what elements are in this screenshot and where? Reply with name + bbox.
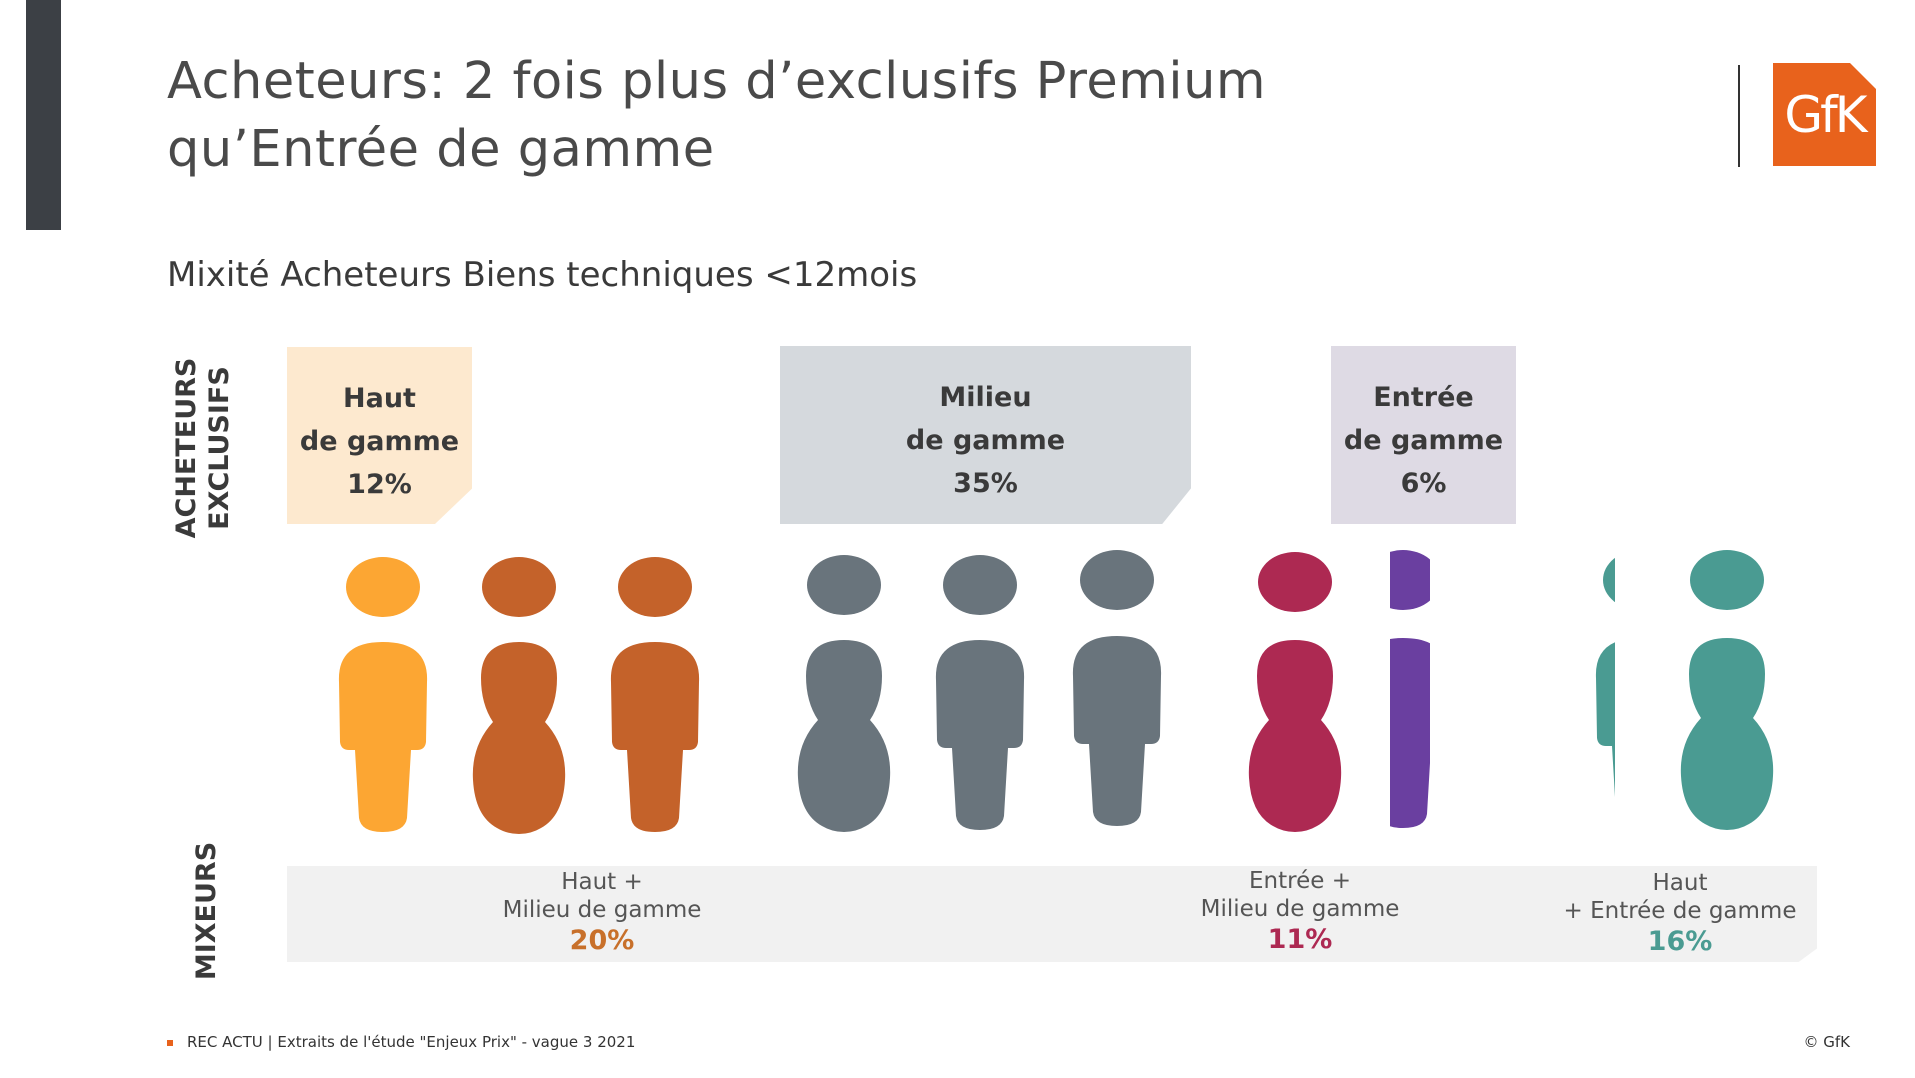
tag-value: 35% bbox=[953, 468, 1018, 499]
tag-label-line-2: de gamme bbox=[905, 425, 1066, 456]
person-body bbox=[797, 640, 891, 832]
tag-label-line-1: Entrée bbox=[1373, 382, 1474, 413]
tag-label-line-2: de gamme bbox=[299, 426, 460, 457]
person-head bbox=[1390, 550, 1430, 610]
person-body bbox=[935, 640, 1025, 830]
person-head bbox=[1603, 557, 1615, 603]
mixer-entree-milieu: Entrée + Milieu de gamme 11% bbox=[1160, 867, 1440, 957]
person-icon bbox=[935, 555, 1025, 830]
tag-label-line-1: Haut bbox=[343, 383, 416, 414]
person-icon bbox=[1390, 550, 1430, 828]
person-icon bbox=[472, 557, 566, 834]
mixer-haut-milieu: Haut + Milieu de gamme 20% bbox=[462, 868, 742, 958]
tag-value: 12% bbox=[347, 469, 412, 500]
person-head bbox=[618, 557, 692, 617]
person-icon bbox=[1072, 550, 1162, 826]
mixer-label-line-2: + Entrée de gamme bbox=[1563, 898, 1797, 924]
logo-text: GfK bbox=[1784, 86, 1867, 144]
person-head bbox=[482, 557, 556, 617]
tag-label-line-1: Milieu bbox=[939, 382, 1032, 413]
person-icon bbox=[1680, 550, 1774, 830]
mixer-value: 16% bbox=[1647, 926, 1713, 957]
person-icon bbox=[1595, 557, 1615, 797]
exclusive-tag-haut: Haut de gamme 12% bbox=[287, 347, 472, 524]
mixer-label-line-1: Entrée + bbox=[1249, 868, 1351, 894]
person-body bbox=[1390, 638, 1430, 828]
person-head bbox=[943, 555, 1017, 615]
person-head bbox=[1690, 550, 1764, 610]
exclusive-tag-entree: Entrée de gamme 6% bbox=[1331, 346, 1516, 524]
person-head bbox=[1080, 550, 1154, 610]
person-head bbox=[346, 557, 420, 617]
footer-text: REC ACTU | Extraits de l'étude "Enjeux P… bbox=[187, 1033, 636, 1051]
exclusive-tag-milieu: Milieu de gamme 35% bbox=[780, 346, 1191, 524]
logo-notch bbox=[1850, 63, 1876, 89]
accent-bar bbox=[26, 0, 61, 230]
mixer-label-line-2: Milieu de gamme bbox=[502, 897, 702, 923]
slide-title-line-1: Acheteurs: 2 fois plus d’exclusifs Premi… bbox=[167, 52, 1267, 111]
footer-bullet bbox=[167, 1039, 173, 1046]
person-body bbox=[472, 642, 566, 834]
person-body bbox=[338, 642, 428, 832]
mixer-haut-entree: Haut + Entrée de gamme 16% bbox=[1540, 869, 1820, 959]
footer-source: REC ACTU | Extraits de l'étude "Enjeux P… bbox=[167, 1030, 635, 1054]
slide-title: Acheteurs: 2 fois plus d’exclusifs Premi… bbox=[167, 48, 1317, 184]
person-head bbox=[807, 555, 881, 615]
person-icon bbox=[338, 557, 428, 832]
mixer-value: 20% bbox=[569, 925, 635, 956]
mixers-band bbox=[287, 866, 1817, 962]
tag-value: 6% bbox=[1400, 468, 1447, 499]
mixer-label-line-1: Haut bbox=[1652, 870, 1708, 896]
person-body bbox=[1248, 640, 1342, 832]
copyright: © GfK bbox=[1803, 1033, 1850, 1051]
mixer-label-line-2: Milieu de gamme bbox=[1200, 896, 1400, 922]
slide-title-line-2: qu’Entrée de gamme bbox=[167, 120, 715, 179]
mixer-value: 11% bbox=[1267, 924, 1333, 955]
person-body bbox=[610, 642, 700, 832]
person-icon bbox=[1248, 552, 1342, 832]
person-head bbox=[1258, 552, 1332, 612]
person-icon bbox=[797, 555, 891, 832]
person-body bbox=[1072, 636, 1162, 826]
person-icon bbox=[610, 557, 700, 832]
person-body bbox=[1595, 642, 1615, 797]
chart-subtitle: Mixité Acheteurs Biens techniques <12moi… bbox=[167, 255, 918, 295]
gfk-logo: GfK bbox=[1773, 63, 1876, 166]
tag-label-line-2: de gamme bbox=[1343, 425, 1504, 456]
logo-separator bbox=[1738, 65, 1740, 167]
person-body bbox=[1680, 638, 1774, 830]
mixer-label-line-1: Haut + bbox=[561, 869, 643, 895]
